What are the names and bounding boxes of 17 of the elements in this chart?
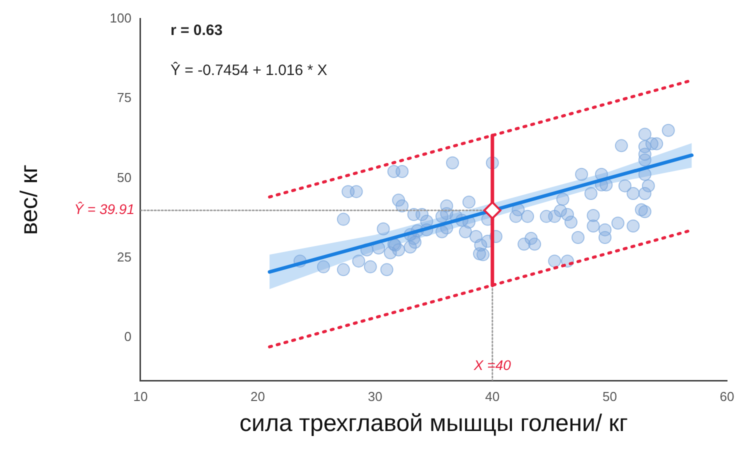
y-axis-title: вес/ кг [16, 164, 44, 235]
x-tick-label: 10 [133, 388, 148, 404]
x-tick-label: 40 [485, 388, 500, 404]
y-tick-label: 100 [110, 10, 132, 26]
annotation: X =40 [472, 357, 512, 374]
x-tick-label: 60 [720, 388, 734, 404]
y-tick-label: 0 [124, 329, 132, 344]
y-tick-label: 75 [117, 90, 132, 106]
x-axis-title: сила трехглавой мышцы голени/ кг [240, 410, 628, 438]
y-tick-label: 50 [117, 170, 132, 185]
x-tick-label: 20 [250, 388, 266, 404]
x-tick-label: 30 [368, 388, 382, 404]
annotation: Ŷ = -0.7454 + 1.016 * X [170, 60, 328, 79]
x-tick-label: 50 [602, 388, 617, 404]
annotation: r = 0.63 [170, 22, 223, 39]
y-tick-label: 25 [117, 249, 132, 264]
annotation: Ŷ = 39.91 [74, 201, 134, 218]
